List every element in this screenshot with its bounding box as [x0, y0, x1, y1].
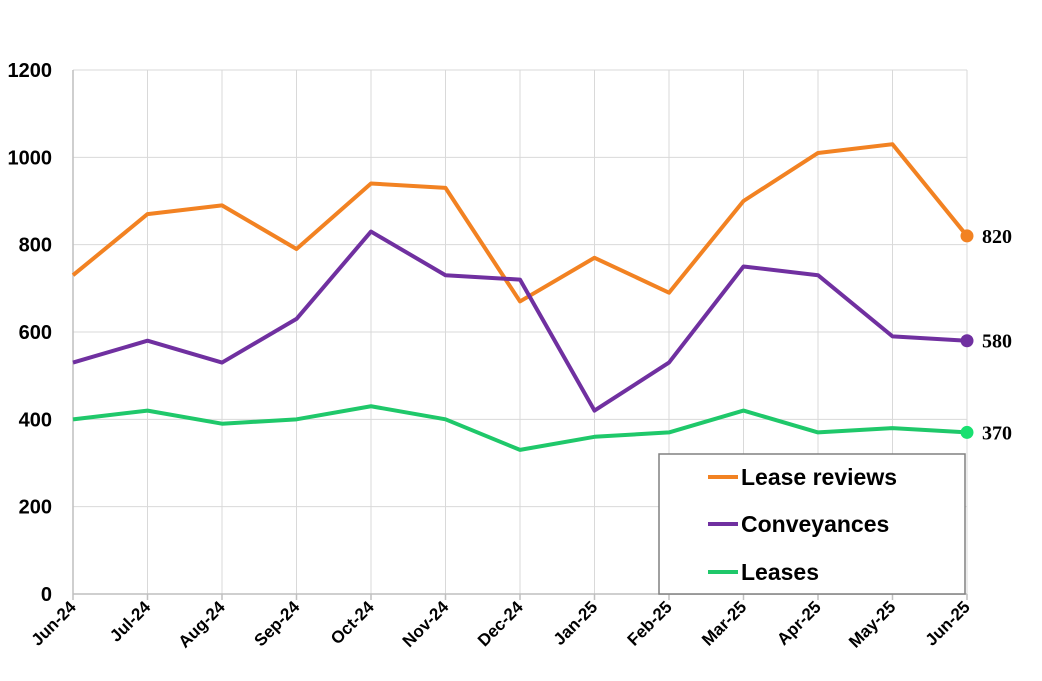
x-tick-label: Apr-25: [773, 597, 825, 649]
x-tick-label: Feb-25: [624, 597, 676, 649]
end-label-lease-reviews: 820: [982, 226, 1012, 248]
series-line-leases: [72, 404, 968, 452]
x-tick-label: Sep-24: [250, 597, 303, 650]
x-tick-labels: Jun-24 Jul-24 Aug-24 Sep-24 Oct-24 Nov-24 Dec-…: [28, 597, 974, 652]
legend-label-leases: Leases: [741, 559, 819, 585]
y-tick-label: 800: [19, 235, 52, 257]
end-marker-leases: [960, 425, 974, 439]
legend-label-conveyances: Conveyances: [741, 511, 889, 537]
x-tick-label: Dec-24: [474, 597, 527, 650]
x-tick-label: Aug-24: [175, 597, 230, 652]
y-tick-label: 0: [41, 584, 52, 606]
x-tick-label: May-25: [845, 597, 899, 651]
end-markers: 820 580 370: [960, 226, 1012, 444]
x-tick-label: Mar-25: [698, 597, 750, 649]
y-tick-label: 600: [19, 322, 52, 344]
series-line-lease-reviews: [71, 142, 969, 304]
y-tick-label: 1200: [8, 60, 53, 82]
y-tick-labels: 0 200 400 600 800 1000 1200: [8, 60, 53, 606]
end-marker-lease-reviews: [960, 229, 974, 243]
x-tick-label: Jul-24: [106, 597, 155, 646]
x-tick-label: Nov-24: [399, 597, 453, 651]
legend-label-lease-reviews: Lease reviews: [741, 464, 897, 490]
legend: Lease reviews Conveyances Leases: [658, 453, 966, 595]
end-label-conveyances: 580: [982, 331, 1012, 353]
x-tick-label: Jun-25: [922, 597, 974, 649]
x-tick-label: Jun-24: [28, 597, 81, 650]
y-tick-label: 200: [19, 497, 52, 519]
end-label-leases: 370: [982, 422, 1012, 444]
x-tick-label: Jan-25: [550, 597, 602, 649]
gridlines: [72, 69, 968, 595]
y-tick-label: 400: [19, 409, 52, 431]
series-lines: [71, 142, 969, 452]
y-tick-label: 1000: [8, 147, 53, 169]
x-tick-label: Oct-24: [327, 597, 378, 648]
end-marker-conveyances: [960, 334, 974, 348]
series-line-conveyances: [72, 229, 968, 413]
